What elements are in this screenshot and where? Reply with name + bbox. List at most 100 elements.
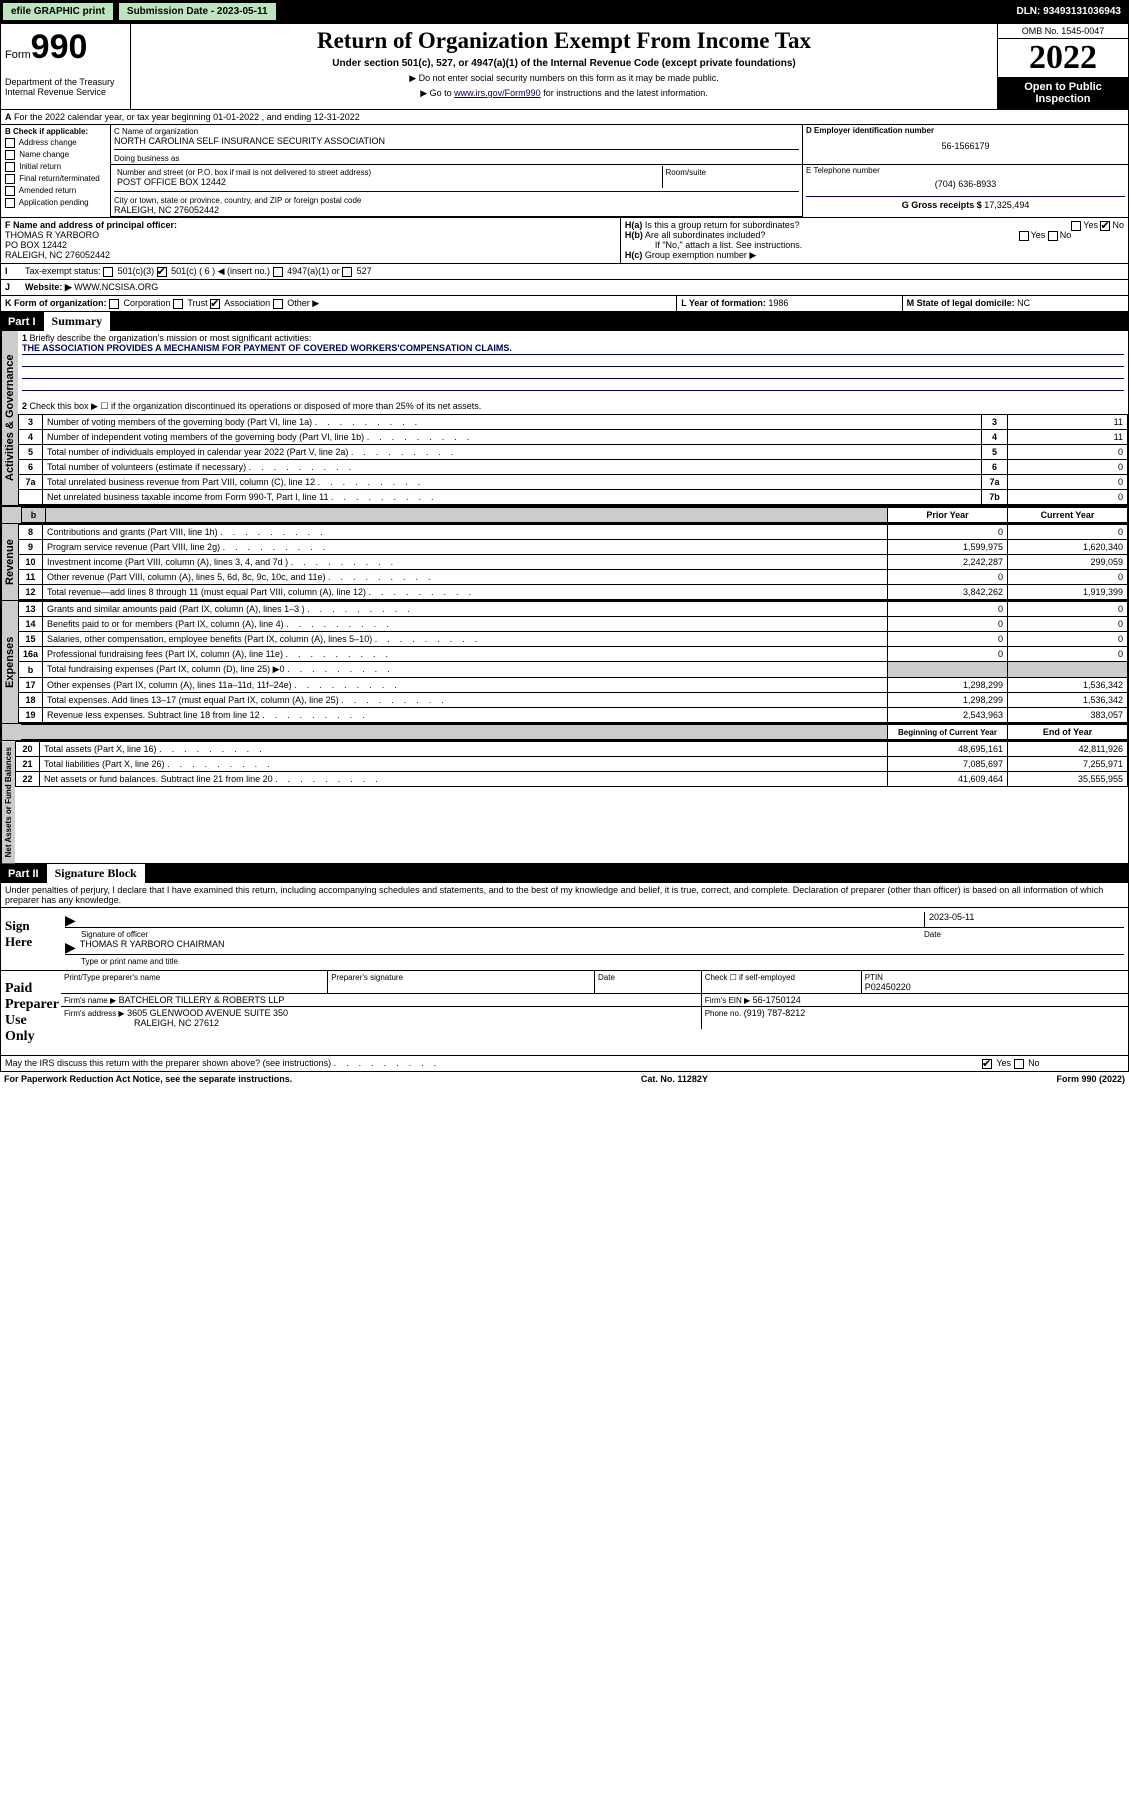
phone: (704) 636-8933 [806, 175, 1125, 193]
firm-name: BATCHELOR TILLERY & ROBERTS LLP [119, 995, 285, 1005]
b-checkbox[interactable] [5, 186, 15, 196]
k-assoc[interactable] [210, 299, 220, 309]
mission: THE ASSOCIATION PROVIDES A MECHANISM FOR… [22, 343, 1124, 355]
efile-button[interactable]: efile GRAPHIC print [2, 2, 114, 21]
discuss-line: May the IRS discuss this return with the… [0, 1056, 1129, 1072]
sig-date: 2023-05-11 [924, 912, 1124, 927]
col-current: Current Year [1008, 508, 1128, 523]
form-number: Form990 [5, 28, 126, 67]
b-checkbox[interactable] [5, 198, 15, 208]
firm-addr1: 3605 GLENWOOD AVENUE SUITE 350 [127, 1008, 288, 1018]
firm-ein: 56-1750124 [753, 995, 801, 1005]
self-employed[interactable]: Check ☐ if self-employed [705, 973, 795, 982]
hb-label: Are all subordinates included? [645, 230, 766, 240]
k-trust[interactable] [173, 299, 183, 309]
footer-left: For Paperwork Reduction Act Notice, see … [4, 1074, 292, 1084]
b-checkbox[interactable] [5, 174, 15, 184]
date-label: Date [924, 930, 1124, 939]
hb-no[interactable] [1048, 231, 1058, 241]
b-item: Final return/terminated [5, 174, 106, 184]
arrow-icon: ▶ [65, 939, 76, 954]
firm-phone: (919) 787-8212 [744, 1008, 806, 1018]
firm-addr2: RALEIGH, NC 27612 [64, 1018, 219, 1028]
f-h-block: F Name and address of principal officer:… [0, 218, 1129, 264]
hc-label: Group exemption number ▶ [645, 250, 756, 260]
part-i-header: Part I Summary [0, 312, 1129, 331]
form-header: Form990 Department of the Treasury Inter… [0, 23, 1129, 110]
year-formation: 1986 [768, 298, 788, 308]
b-item: Application pending [5, 198, 106, 208]
tab-governance: Activities & Governance [1, 331, 18, 505]
ha-no[interactable] [1100, 221, 1110, 231]
discuss-no[interactable] [1014, 1059, 1024, 1069]
submission-date: Submission Date - 2023-05-11 [118, 2, 277, 21]
topbar: efile GRAPHIC print Submission Date - 20… [0, 0, 1129, 23]
room-label: Room/suite [666, 168, 706, 177]
form-subtitle: Under section 501(c), 527, or 4947(a)(1)… [137, 58, 991, 69]
sign-here-block: Sign Here ▶ 2023-05-11 Signature of offi… [0, 908, 1129, 971]
m-label: M State of legal domicile: [907, 298, 1015, 308]
b-checkbox[interactable] [5, 138, 15, 148]
q1: Briefly describe the organization's miss… [30, 333, 312, 343]
d-label: D Employer identification number [806, 126, 1125, 135]
line-klm: K Form of organization: Corporation Trus… [0, 296, 1129, 312]
dln: DLN: 93493131036943 [1010, 6, 1127, 17]
tab-revenue: Revenue [1, 524, 18, 600]
tax-year: 2022 [998, 39, 1128, 77]
hb-yes[interactable] [1019, 231, 1029, 241]
org-name: NORTH CAROLINA SELF INSURANCE SECURITY A… [114, 136, 385, 146]
col-end: End of Year [1008, 725, 1128, 740]
declaration: Under penalties of perjury, I declare th… [0, 883, 1129, 908]
irs-link[interactable]: www.irs.gov/Form990 [454, 88, 541, 98]
line-a: A For the 2022 calendar year, or tax yea… [0, 110, 1129, 125]
k-other[interactable] [273, 299, 283, 309]
line-i: I Tax-exempt status: 501(c)(3) 501(c) ( … [0, 264, 1129, 280]
form-title: Return of Organization Exempt From Incom… [137, 28, 991, 54]
b-checkbox[interactable] [5, 150, 15, 160]
part-ii-header: Part II Signature Block [0, 864, 1129, 883]
street: POST OFFICE BOX 12442 [117, 177, 226, 187]
ptin: P02450220 [865, 982, 911, 992]
i-4947[interactable] [273, 267, 283, 277]
officer-name: THOMAS R YARBORO [5, 230, 99, 240]
col-begin: Beginning of Current Year [888, 725, 1008, 740]
i-501c[interactable] [157, 267, 167, 277]
j-label: Website: ▶ [25, 282, 72, 292]
b-header: B Check if applicable: [5, 127, 106, 136]
b-item: Amended return [5, 186, 106, 196]
footer-mid: Cat. No. 11282Y [641, 1074, 708, 1084]
sign-here-label: Sign Here [1, 908, 61, 970]
f-label: F Name and address of principal officer: [5, 220, 177, 230]
b-item: Name change [5, 150, 106, 160]
type-label: Type or print name and title [65, 957, 1124, 966]
discuss-yes[interactable] [982, 1059, 992, 1069]
g-label: G Gross receipts $ [902, 200, 982, 210]
i-527[interactable] [342, 267, 352, 277]
e-label: E Telephone number [806, 166, 1125, 175]
b-checkbox[interactable] [5, 162, 15, 172]
l-label: L Year of formation: [681, 298, 766, 308]
open-public: Open to Public Inspection [998, 77, 1128, 109]
i-501c3[interactable] [103, 267, 113, 277]
tab-expenses: Expenses [1, 601, 18, 723]
footer-right: Form 990 (2022) [1056, 1074, 1125, 1084]
line-j: J Website: ▶ WWW.NCSISA.ORG [0, 280, 1129, 296]
form-note-ssn: ▶ Do not enter social security numbers o… [137, 73, 991, 84]
ha-yes[interactable] [1071, 221, 1081, 231]
street-label: Number and street (or P.O. box if mail i… [117, 168, 371, 177]
dba-label: Doing business as [114, 154, 179, 163]
k-label: K Form of organization: [5, 298, 107, 308]
hb-note: If "No," attach a list. See instructions… [625, 240, 1124, 250]
k-corp[interactable] [109, 299, 119, 309]
omb-number: OMB No. 1545-0047 [998, 24, 1128, 39]
domicile: NC [1017, 298, 1030, 308]
c-name-label: C Name of organization [114, 127, 198, 136]
form-link: ▶ Go to www.irs.gov/Form990 for instruct… [137, 88, 991, 99]
officer-name-title: THOMAS R YARBORO CHAIRMAN [80, 939, 225, 954]
officer-addr2: RALEIGH, NC 276052442 [5, 250, 110, 260]
dept-label: Department of the Treasury Internal Reve… [5, 77, 126, 97]
tab-balances: Net Assets or Fund Balances [1, 741, 15, 863]
paid-preparer-block: Paid Preparer Use Only Print/Type prepar… [0, 971, 1129, 1056]
paid-label: Paid Preparer Use Only [1, 971, 61, 1055]
sig-officer-label: Signature of officer [65, 930, 924, 939]
